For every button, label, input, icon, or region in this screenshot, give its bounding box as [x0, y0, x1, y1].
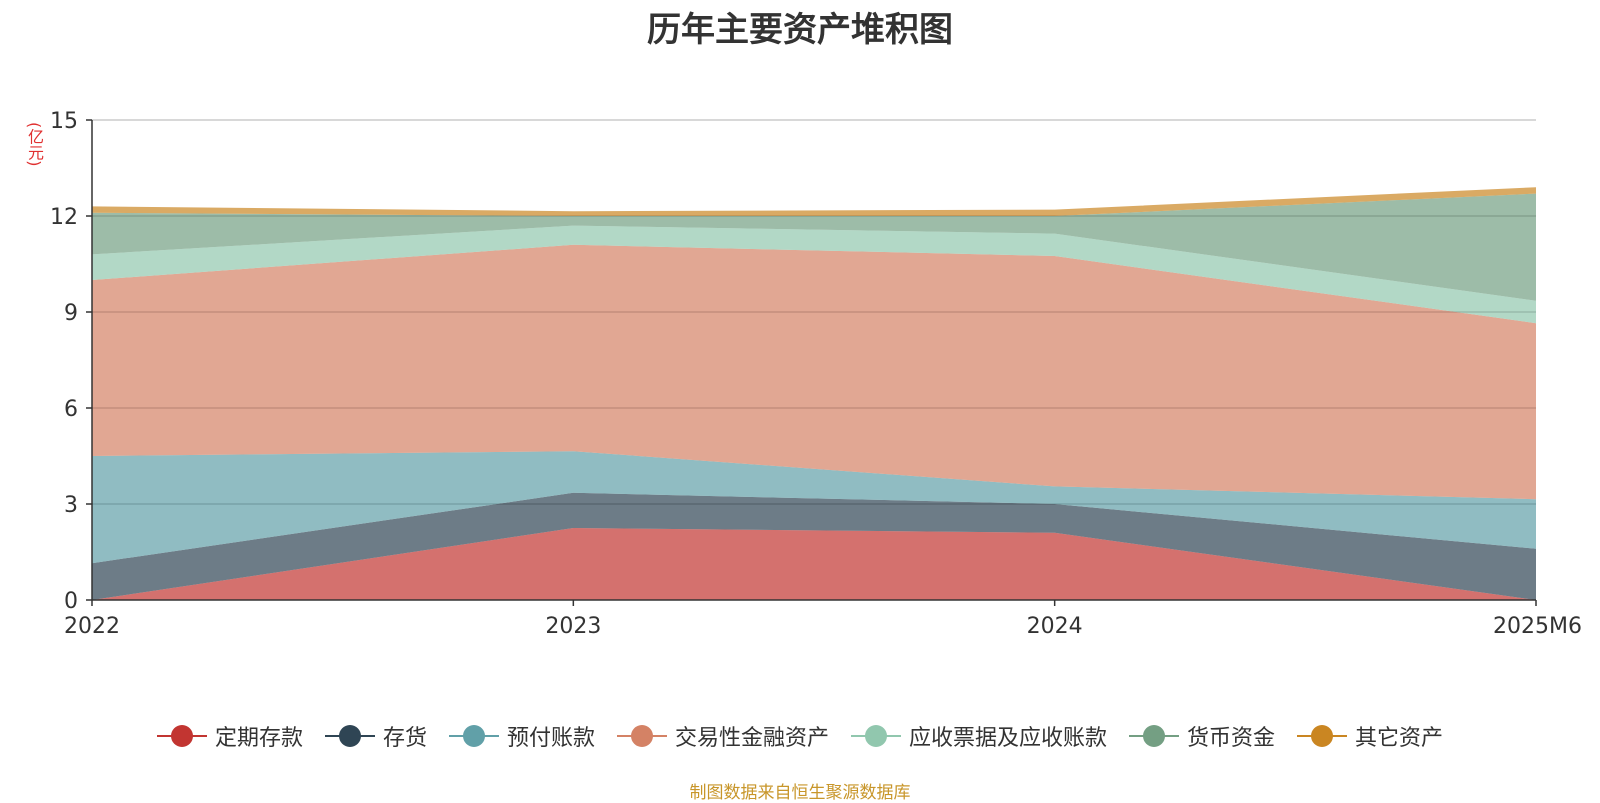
axes: 0 3 6 9 12 15 2022 2023 2024 2025M6 [50, 109, 1582, 639]
legend-swatch-icon [616, 725, 667, 747]
y-tick-label: 3 [64, 493, 78, 518]
source-note: 制图数据来自恒生聚源数据库 [689, 783, 911, 803]
legend-label: 存货 [382, 726, 427, 751]
legend-label: 交易性金融资产 [674, 726, 829, 751]
x-tick-label: 2024 [1027, 614, 1083, 639]
legend-swatch-icon [851, 725, 901, 747]
x-tick-label: 2022 [64, 614, 120, 639]
area-series-3[interactable] [92, 244, 1536, 500]
area-series-0[interactable] [92, 528, 1536, 600]
legend-swatch-icon [156, 725, 207, 747]
legend-label: 其它资产 [1355, 726, 1444, 751]
stacked-area-chart: 0 3 6 9 12 15 2022 2023 2024 2025M6 [50, 109, 1582, 639]
legend-item[interactable]: 交易性金融资产 [616, 720, 829, 752]
area-series [92, 187, 1536, 600]
legend-item[interactable]: 货币资金 [1129, 720, 1275, 752]
area-series-1[interactable] [92, 492, 1536, 600]
chart-title: 历年主要资产堆积图 [647, 10, 953, 50]
legend-swatch-icon [324, 725, 375, 747]
legend-swatch-icon [1129, 725, 1180, 747]
legend-label: 货币资金 [1187, 726, 1276, 751]
y-axis-unit-label: (亿元) [25, 122, 44, 167]
legend-item[interactable]: 预付账款 [448, 720, 595, 752]
legend-swatch-icon [1297, 725, 1348, 747]
legend-swatch-icon [448, 725, 499, 747]
area-series-4[interactable] [92, 225, 1536, 324]
legend-item[interactable]: 其它资产 [1297, 720, 1443, 752]
area-series-6[interactable] [92, 187, 1536, 216]
y-tick-label: 6 [64, 397, 78, 422]
y-tick-label: 12 [50, 205, 78, 230]
legend-item[interactable]: 应收票据及应收账款 [851, 720, 1107, 752]
y-tick-label: 9 [64, 301, 78, 326]
y-tick-label: 15 [50, 109, 78, 134]
y-tick-label: 0 [64, 589, 78, 614]
x-tick-label: 2025M6 [1493, 614, 1582, 639]
legend-item[interactable]: 存货 [324, 720, 427, 752]
legend-label: 应收票据及应收账款 [909, 726, 1108, 751]
legend-label: 定期存款 [214, 726, 303, 751]
legend-label: 预付账款 [506, 726, 595, 751]
legend-item[interactable]: 定期存款 [156, 720, 303, 752]
area-series-5[interactable] [92, 193, 1536, 301]
area-series-2[interactable] [92, 451, 1536, 564]
x-tick-label: 2023 [545, 614, 601, 639]
legend: 定期存款 存货 预付账款 交易性金融资产 应收票据及应收账款 货币资金 其它资产 [0, 720, 1600, 752]
